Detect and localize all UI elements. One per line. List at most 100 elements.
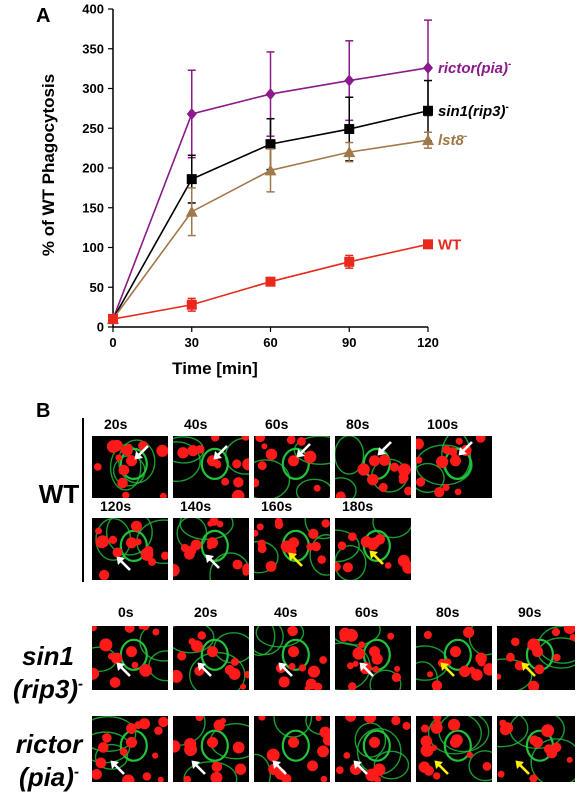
micrograph-content	[416, 626, 492, 690]
rictor-label-sup: -	[73, 762, 79, 780]
yellow-arrow-icon	[440, 662, 455, 677]
data-point	[265, 276, 276, 287]
white-arrow-icon	[191, 760, 206, 775]
micrograph-content	[335, 716, 411, 782]
x-tick-label: 0	[109, 335, 116, 350]
rictor-label-line2: (pia)	[19, 761, 74, 792]
y-tick-label: 350	[82, 41, 104, 56]
white-arrow-icon	[353, 760, 368, 775]
x-tick-label: 30	[185, 335, 199, 350]
micrograph-wt	[173, 436, 249, 498]
y-tick-label: 100	[82, 240, 104, 255]
series-0: rictor(pia)-	[108, 19, 512, 326]
data-point	[423, 105, 433, 116]
white-arrow-icon	[110, 760, 125, 775]
yellow-arrow-icon	[515, 760, 530, 775]
micrograph-content	[254, 716, 330, 782]
micrograph-sin1	[497, 626, 575, 690]
micrograph-content	[254, 518, 330, 576]
series-2: lst8-	[107, 131, 468, 325]
wt-time-label: 60s	[265, 416, 289, 432]
micrograph-content	[335, 436, 411, 498]
wt-time-label: 100s	[427, 416, 459, 432]
micrograph-content	[335, 626, 402, 690]
white-arrow-icon	[377, 441, 392, 456]
data-point	[265, 88, 276, 101]
wt-time-label: 80s	[346, 416, 370, 432]
sin1-label-line2: (rip3)	[13, 673, 78, 704]
sin1-label-line1: sin1	[21, 641, 75, 671]
wt-time-label: 160s	[261, 498, 293, 514]
data-point	[344, 256, 355, 267]
data-point	[185, 205, 198, 217]
white-arrow-icon	[116, 556, 131, 571]
series-label: lst8-	[438, 131, 468, 149]
y-tick-label: 300	[82, 81, 104, 96]
white-arrow-icon	[197, 662, 212, 677]
data-point	[423, 239, 433, 250]
micrograph-content	[95, 518, 168, 580]
y-tick-label: 50	[90, 280, 104, 295]
data-point	[186, 174, 197, 185]
micrograph-sin1	[173, 626, 249, 690]
x-axis-title: Time [min]	[172, 359, 258, 378]
wt-time-label: 120s	[100, 498, 132, 514]
yellow-arrow-icon	[288, 552, 303, 567]
y-tick-label: 250	[82, 121, 104, 136]
chart-series: rictor(pia)- sin1(rip3)- lst8- WT	[107, 19, 512, 326]
data-point	[344, 74, 355, 87]
micrograph-sin1	[254, 626, 330, 690]
micrograph-wt	[254, 518, 330, 580]
series-label: sin1(rip3)-	[438, 102, 510, 120]
micrograph-sin1	[416, 626, 492, 690]
micrograph-content	[497, 716, 575, 782]
micrograph-sin1	[92, 626, 168, 690]
micrograph-wt	[335, 518, 411, 580]
micrograph-rictor	[254, 716, 330, 782]
series-1: sin1(rip3)-	[108, 79, 510, 325]
data-point	[423, 61, 433, 74]
micrograph-wt	[416, 436, 492, 498]
white-arrow-icon	[213, 445, 228, 460]
rictor-row-label: rictor (pia)-	[8, 728, 90, 793]
data-point	[422, 134, 434, 146]
white-arrow-icon	[205, 554, 220, 569]
data-point	[264, 164, 277, 176]
sin1-time-label: 20s	[194, 604, 218, 620]
series-label: WT	[438, 236, 461, 253]
micrograph-wt	[92, 518, 168, 580]
rictor-label-line1: rictor	[15, 729, 83, 759]
sin1-time-label: 40s	[274, 604, 298, 620]
yellow-arrow-icon	[369, 550, 384, 565]
white-arrow-icon	[458, 441, 473, 456]
wt-time-label: 40s	[184, 416, 208, 432]
micrograph-content	[173, 716, 249, 782]
y-axis-title: % of WT Phagocytosis	[39, 74, 58, 256]
micrograph-content	[92, 716, 168, 782]
sin1-time-label: 60s	[355, 604, 379, 620]
yellow-arrow-icon	[434, 760, 449, 775]
micrograph-content	[254, 626, 328, 690]
data-point	[108, 314, 118, 325]
white-arrow-icon	[359, 662, 374, 677]
micrograph-content	[418, 716, 492, 782]
phagocytosis-chart: A 0 50 100 150 200 250 300 350 400 0 30 60 90 120 ric…	[36, 2, 512, 379]
micrograph-sin1	[335, 626, 411, 690]
sin1-time-label: 90s	[518, 604, 542, 620]
micrograph-content	[173, 626, 249, 690]
white-arrow-icon	[296, 443, 311, 458]
micrograph-wt	[254, 436, 330, 498]
micrograph-wt	[335, 436, 411, 498]
panel-b-label: B	[36, 400, 51, 422]
micrograph-content	[416, 436, 486, 498]
sin1-label-sup: -	[78, 674, 83, 692]
yellow-arrow-icon	[521, 662, 536, 677]
wt-time-label: 20s	[104, 416, 128, 432]
white-arrow-icon	[134, 445, 149, 460]
micrograph-content	[335, 518, 411, 580]
y-tick-label: 150	[82, 200, 104, 215]
data-point	[344, 124, 355, 135]
white-arrow-icon	[116, 662, 131, 677]
x-tick-label: 60	[263, 335, 277, 350]
y-tick-label: 200	[82, 161, 104, 176]
